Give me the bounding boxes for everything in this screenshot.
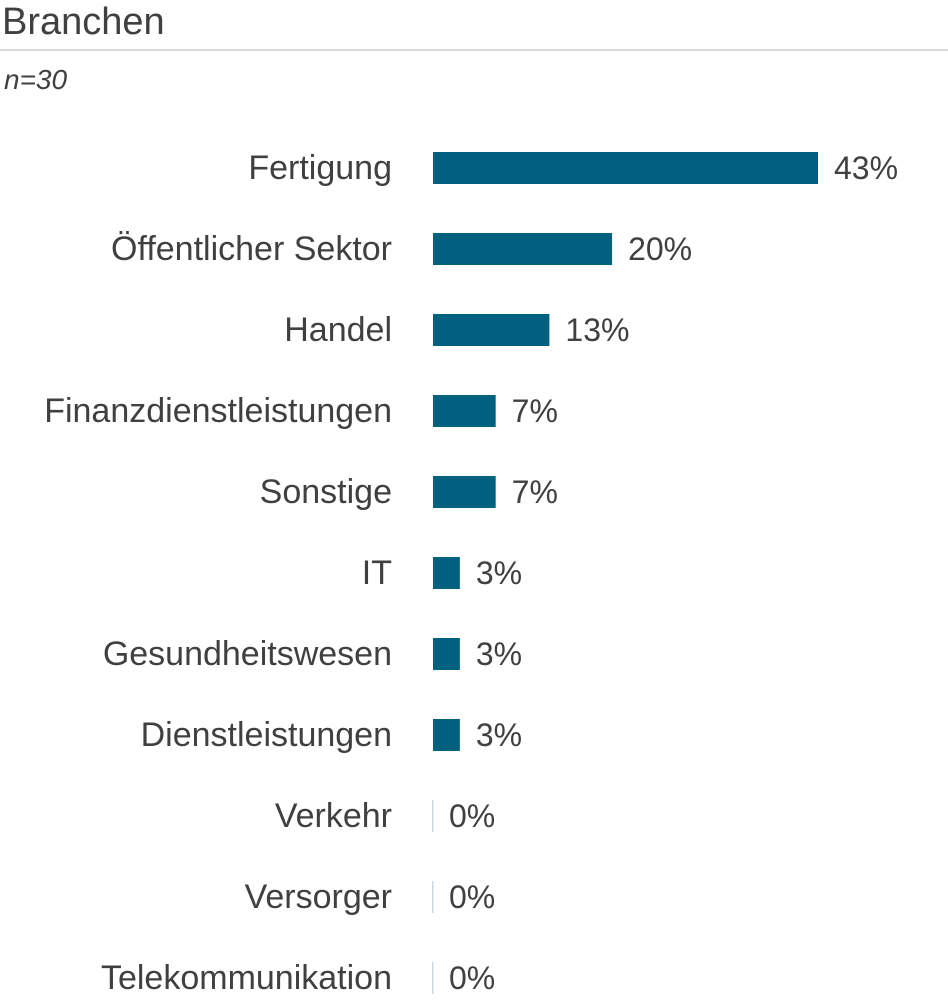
title-divider (0, 49, 948, 51)
category-label: Versorger (245, 878, 392, 916)
value-label: 0% (449, 960, 495, 996)
bar (433, 395, 496, 427)
bar (433, 476, 496, 508)
value-label: 3% (476, 636, 522, 672)
value-label: 7% (512, 393, 558, 429)
value-label: 3% (476, 717, 522, 753)
category-label: Dienstleistungen (141, 716, 392, 754)
bar (433, 557, 460, 589)
category-label: IT (362, 554, 392, 592)
category-label: Telekommunikation (101, 959, 392, 997)
category-label: Finanzdienstleistungen (44, 392, 392, 430)
value-label: 3% (476, 555, 522, 591)
category-label: Sonstige (260, 473, 392, 511)
category-label: Gesundheitswesen (103, 635, 392, 673)
category-label: Verkehr (275, 797, 392, 835)
value-label: 0% (449, 798, 495, 834)
value-label: 43% (834, 150, 898, 186)
zero-bar (432, 962, 434, 994)
zero-bar (432, 800, 434, 832)
bar (433, 152, 818, 184)
value-label: 13% (565, 312, 629, 348)
category-label: Handel (284, 311, 392, 349)
bar (433, 233, 613, 265)
value-label: 7% (512, 474, 558, 510)
bar (433, 638, 460, 670)
zero-bar (432, 881, 434, 913)
chart-subtitle: n=30 (4, 64, 68, 95)
value-label: 20% (628, 231, 692, 267)
value-label: 0% (449, 879, 495, 915)
bar (433, 719, 460, 751)
bar (433, 314, 550, 346)
category-label: Öffentlicher Sektor (111, 230, 392, 268)
category-label: Fertigung (248, 149, 392, 187)
chart-title: Branchen (2, 1, 165, 43)
